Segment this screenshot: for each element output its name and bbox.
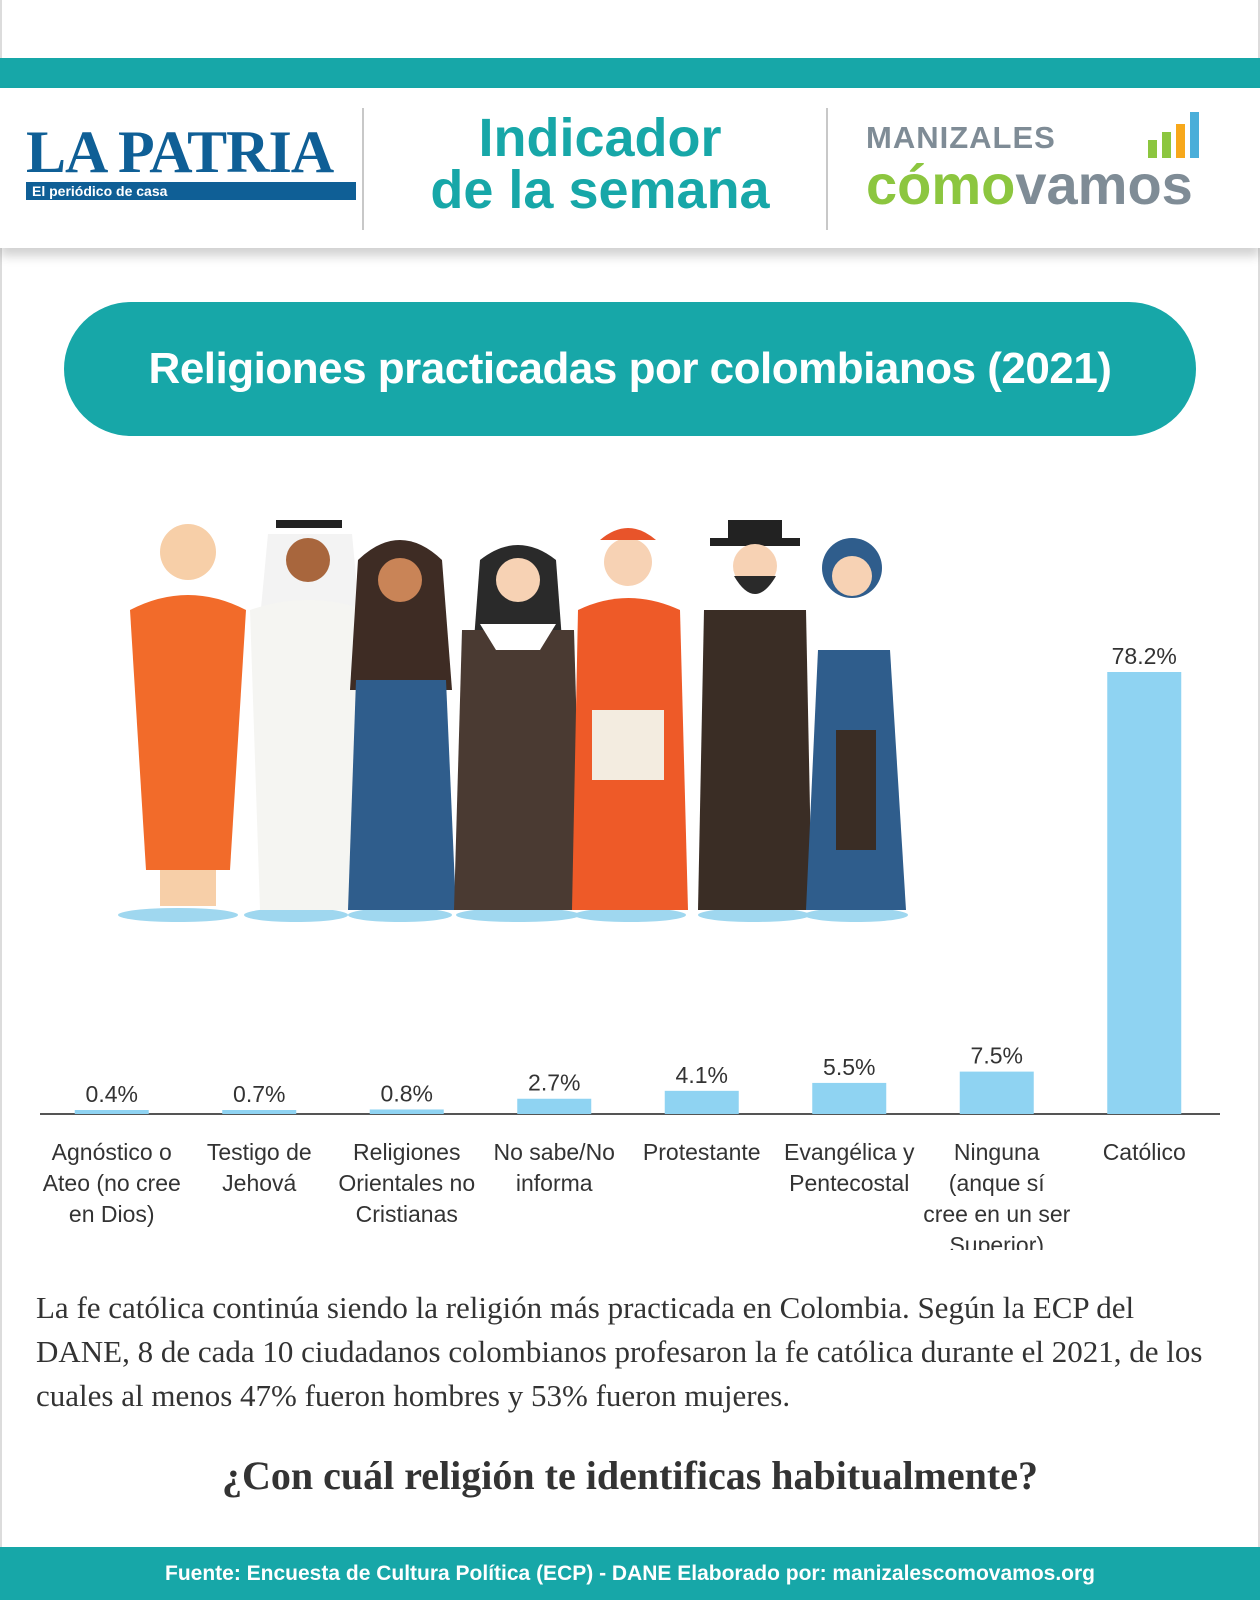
- question-text: ¿Con cuál religión te identificas habitu…: [222, 1453, 1038, 1498]
- category-label-7: Católico: [1103, 1139, 1186, 1165]
- arab-man-figure: [244, 520, 366, 922]
- header: LA PATRIA El periódico de casa Indicador…: [0, 88, 1260, 248]
- woman-bonnet-figure: [804, 538, 908, 922]
- indicador-title: Indicador de la semana: [380, 108, 820, 220]
- category-label-6: Ninguna (anque sí cree en un ser Superior): [923, 1139, 1070, 1250]
- bar-7: [1107, 672, 1182, 1114]
- category-label-4: Protestante: [643, 1139, 761, 1165]
- mcv-vamos: vamos: [1015, 153, 1193, 216]
- religious-figures-illustration: [118, 520, 908, 922]
- bar-4: [664, 1090, 739, 1114]
- manizales-como-vamos-logo: MANIZALES cómovamos: [866, 112, 1226, 214]
- value-label-4: 4.1%: [676, 1062, 728, 1088]
- header-divider-right: [826, 108, 828, 230]
- chart-title: Religiones practicadas por colombianos (…: [64, 302, 1196, 436]
- jewish-man-figure: [698, 520, 812, 922]
- value-label-6: 7.5%: [971, 1043, 1023, 1069]
- source-footer: Fuente: Encuesta de Cultura Política (EC…: [0, 1547, 1260, 1600]
- bar-0: [74, 1110, 149, 1114]
- bar-1: [222, 1110, 297, 1114]
- bar-6: [959, 1071, 1034, 1114]
- bar-5: [812, 1082, 887, 1114]
- category-label-1: Testigo de Jehová: [207, 1139, 312, 1196]
- category-label-3: No sabe/No informa: [494, 1139, 615, 1196]
- mcv-como: cómo: [866, 153, 1016, 216]
- mcv-top-text: MANIZALES: [866, 120, 1056, 155]
- value-label-2: 0.8%: [381, 1080, 433, 1106]
- bar-chart-icon: [1148, 112, 1199, 158]
- bar-2: [369, 1109, 444, 1114]
- category-label-5: Evangélica y Pentecostal: [784, 1139, 915, 1196]
- monk-figure: [118, 524, 246, 922]
- indicador-line2: de la semana: [430, 160, 770, 220]
- category-label-0: Agnóstico o Ateo (no cree en Dios): [43, 1139, 181, 1227]
- value-label-5: 5.5%: [823, 1054, 875, 1080]
- la-patria-tagline: El periódico de casa: [26, 182, 356, 200]
- category-label-2: Religiones Orientales no Cristianas: [338, 1139, 475, 1227]
- mcv-bottom-text: cómovamos: [866, 156, 1226, 214]
- indicador-line1: Indicador: [478, 108, 722, 168]
- value-label-0: 0.4%: [86, 1081, 138, 1107]
- value-label-7: 78.2%: [1112, 643, 1177, 669]
- nun-figure: [454, 545, 582, 922]
- bar-chart: 0.4% Agnóstico o Ateo (no cree en Dios) 0.7%…: [40, 643, 1220, 1250]
- value-label-3: 2.7%: [528, 1070, 580, 1096]
- cardinal-figure: [572, 528, 688, 922]
- description-text: La fe católica continúa siendo la religi…: [36, 1290, 1203, 1413]
- la-patria-logo: LA PATRIA El periódico de casa: [26, 119, 356, 200]
- header-divider-left: [362, 108, 364, 230]
- woman-hijab-figure: [348, 540, 456, 922]
- bar-3: [517, 1098, 592, 1114]
- value-label-1: 0.7%: [233, 1081, 285, 1107]
- top-accent-bar: [0, 58, 1260, 88]
- la-patria-name: LA PATRIA: [26, 119, 334, 185]
